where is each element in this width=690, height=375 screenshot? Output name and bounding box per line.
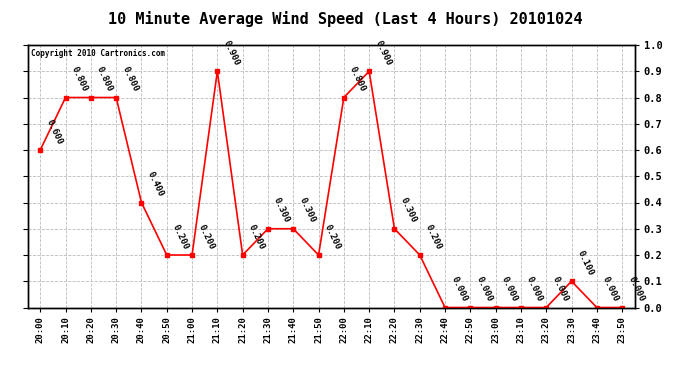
Text: 0.000: 0.000 xyxy=(551,275,570,303)
Text: Copyright 2010 Cartronics.com: Copyright 2010 Cartronics.com xyxy=(30,49,165,58)
Text: 0.800: 0.800 xyxy=(348,65,368,93)
Text: 0.300: 0.300 xyxy=(272,196,292,225)
Text: 0.200: 0.200 xyxy=(323,223,342,251)
Text: 0.200: 0.200 xyxy=(247,223,266,251)
Text: 10 Minute Average Wind Speed (Last 4 Hours) 20101024: 10 Minute Average Wind Speed (Last 4 Hou… xyxy=(108,11,582,27)
Text: 0.100: 0.100 xyxy=(575,249,595,277)
Text: 0.300: 0.300 xyxy=(399,196,418,225)
Text: 0.600: 0.600 xyxy=(44,118,64,146)
Text: 0.200: 0.200 xyxy=(196,223,216,251)
Text: 0.000: 0.000 xyxy=(475,275,494,303)
Text: 0.000: 0.000 xyxy=(500,275,520,303)
Text: 0.000: 0.000 xyxy=(627,275,646,303)
Text: 0.900: 0.900 xyxy=(373,39,393,67)
Text: 0.300: 0.300 xyxy=(297,196,317,225)
Text: 0.000: 0.000 xyxy=(525,275,544,303)
Text: 0.800: 0.800 xyxy=(70,65,89,93)
Text: 0.800: 0.800 xyxy=(120,65,140,93)
Text: 0.000: 0.000 xyxy=(449,275,469,303)
Text: 0.200: 0.200 xyxy=(424,223,444,251)
Text: 0.000: 0.000 xyxy=(601,275,620,303)
Text: 0.900: 0.900 xyxy=(221,39,241,67)
Text: 0.800: 0.800 xyxy=(95,65,115,93)
Text: 0.400: 0.400 xyxy=(146,170,165,198)
Text: 0.200: 0.200 xyxy=(171,223,190,251)
